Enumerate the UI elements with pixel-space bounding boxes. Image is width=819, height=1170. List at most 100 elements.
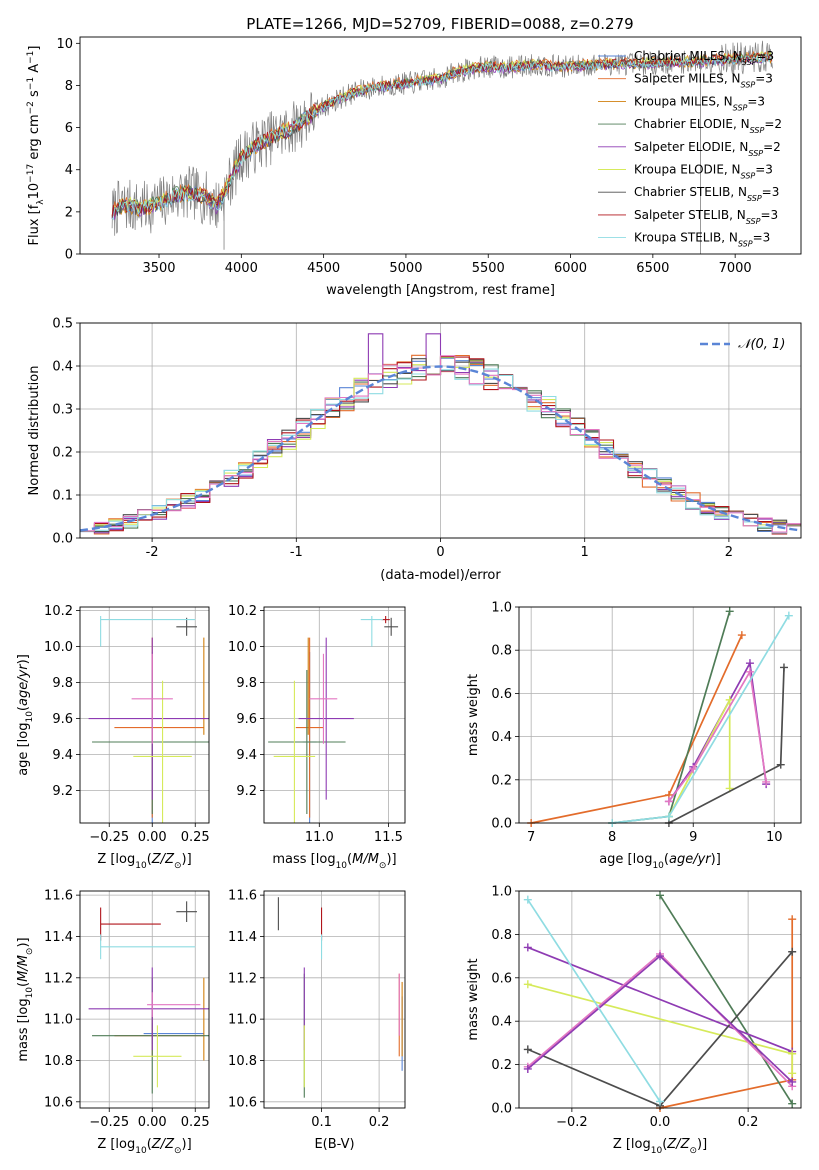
chart-age-vs-mass: 11.0 11.5 9.2 9.4 9.6 9.8 10.0 10.2 mass [log10(… xyxy=(228,604,406,871)
x-tick-label: 2 xyxy=(725,545,733,560)
mass-weight-marker xyxy=(762,777,771,786)
mass-weight-marker xyxy=(656,952,664,961)
axes-frame xyxy=(518,890,802,1109)
y-tick-label: 0.0 xyxy=(491,817,512,832)
legend-label: Kroupa STELIB, NSSP=3 xyxy=(634,231,770,249)
y-tick-label: 11.4 xyxy=(228,930,257,945)
x-tick-label: −0.2 xyxy=(556,1115,588,1130)
y-tick-label: 0.8 xyxy=(491,928,512,943)
mass-weight-marker xyxy=(523,1064,532,1073)
x-tick-label: −0.25 xyxy=(89,1115,129,1130)
mass-weight-marker xyxy=(776,760,785,769)
x-tick-label: 6500 xyxy=(636,261,669,276)
x-axis-label: Z [log10(Z/Z⊙)] xyxy=(97,852,191,871)
y-tick-label: 9.2 xyxy=(236,784,257,799)
axes-frame xyxy=(518,606,802,824)
y-tick-label: 0.6 xyxy=(491,971,512,986)
histogram-step xyxy=(80,333,801,534)
y-tick-label: 10.6 xyxy=(44,1095,73,1110)
y-axis-label: mass weight xyxy=(466,674,481,756)
x-axis-label: age [log10(age/yr)] xyxy=(599,852,721,871)
legend-label: Chabrier STELIB, NSSP=3 xyxy=(634,185,779,203)
mass-weight-marker xyxy=(656,1097,664,1106)
x-axis-label: mass [log10(M/M⊙)] xyxy=(272,852,396,871)
axes-frame xyxy=(263,890,406,1109)
x-tick-label: 8 xyxy=(608,830,616,845)
x-tick-label: 9 xyxy=(689,830,697,845)
y-tick-label: 0.2 xyxy=(491,1058,512,1073)
legend-label: Kroupa MILES, NSSP=3 xyxy=(634,94,765,112)
y-axis-label: age [log10(age/yr)] xyxy=(16,654,35,776)
x-tick-label: 5000 xyxy=(389,261,422,276)
legend-label: 𝒩(0, 1) xyxy=(738,337,785,352)
legend-label: Salpeter ELODIE, NSSP=2 xyxy=(634,140,781,158)
y-tick-label: 0.0 xyxy=(491,1102,512,1117)
y-tick-label: 9.8 xyxy=(236,676,257,691)
x-tick-label: 0.25 xyxy=(181,830,210,845)
mass-weight-marker xyxy=(788,1049,797,1058)
y-tick-label: 9.6 xyxy=(52,712,73,727)
mass-weight-marker xyxy=(656,891,664,900)
mass-weight-line xyxy=(527,899,661,1102)
y-tick-label: 0.8 xyxy=(491,644,512,659)
y-tick-label: 11.4 xyxy=(44,930,73,945)
y-tick-label: 9.4 xyxy=(236,748,257,763)
y-tick-label: 10.0 xyxy=(228,640,257,655)
x-tick-label: 10 xyxy=(766,830,783,845)
x-tick-label: 4500 xyxy=(307,261,340,276)
mass-weight-marker xyxy=(664,797,673,806)
mass-weight-marker xyxy=(788,1069,797,1078)
mass-weight-marker xyxy=(664,812,673,821)
y-tick-label: 11.6 xyxy=(44,889,73,904)
legend-label: Salpeter MILES, NSSP=3 xyxy=(634,72,773,90)
mass-weight-line xyxy=(527,946,793,1053)
x-tick-label: -1 xyxy=(290,545,303,560)
y-tick-label: 10 xyxy=(56,37,73,52)
y-tick-label: 4 xyxy=(65,163,73,178)
mass-weight-line xyxy=(659,894,793,1105)
legend-label: Chabrier ELODIE, NSSP=2 xyxy=(634,117,782,135)
x-axis-label: Z [log10(Z/Z⊙)] xyxy=(97,1137,191,1156)
axes-frame xyxy=(79,606,210,824)
axes-frame xyxy=(79,36,802,255)
mass-weight-marker xyxy=(523,1045,532,1054)
y-axis-label: Normed distribution xyxy=(27,366,42,496)
spectrum-title: PLATE=1266, MJD=52709, FIBERID=0088, z=0… xyxy=(246,15,633,33)
axes-frame xyxy=(263,606,406,824)
x-axis-label: (data-model)/error xyxy=(380,568,501,583)
legend-label: Salpeter STELIB, NSSP=3 xyxy=(634,208,778,226)
x-tick-label: 0 xyxy=(436,545,444,560)
y-tick-label: 10.0 xyxy=(44,640,73,655)
x-tick-label: -2 xyxy=(146,545,159,560)
chart-age-vs-Z: −0.25 0.00 0.25 9.2 9.4 9.6 9.8 10.0 10.2 Z [log1… xyxy=(16,604,210,871)
x-tick-label: 0.00 xyxy=(138,1115,167,1130)
y-axis-label: mass [log10(M/M⊙)] xyxy=(16,937,35,1061)
y-tick-label: 1.0 xyxy=(491,885,512,900)
y-tick-label: 11.2 xyxy=(228,971,257,986)
x-tick-label: 4000 xyxy=(225,261,258,276)
y-tick-label: 0.3 xyxy=(52,403,73,418)
mass-weight-marker xyxy=(745,667,754,676)
y-tick-label: 11.0 xyxy=(228,1013,257,1028)
y-tick-label: 6 xyxy=(65,121,73,136)
y-tick-label: 0.6 xyxy=(491,687,512,702)
mass-weight-marker xyxy=(788,915,797,924)
mass-weight-marker xyxy=(523,943,532,952)
mass-weight-marker xyxy=(725,695,734,704)
chart-residuals: -2 -1 0 1 2 0.0 0.1 0.2 0.3 0.4 0.5 𝒩(0, 1) (data-mo… xyxy=(27,317,802,583)
chart-mass-vs-Z: −0.25 0.00 0.25 10.6 10.8 11.0 11.2 11.4 11.6 Z [… xyxy=(16,889,210,1156)
x-tick-label: 0.0 xyxy=(650,1115,671,1130)
x-tick-label: 5500 xyxy=(472,261,505,276)
chart-spectrum: 3500 4000 4500 5000 5500 6000 6500 7000 0 2 4 6 8 10 w… xyxy=(26,36,802,298)
y-tick-label: 10.2 xyxy=(228,604,257,619)
y-tick-label: 1.0 xyxy=(491,601,512,616)
x-tick-label: 0.2 xyxy=(738,1115,759,1130)
x-tick-label: 1 xyxy=(581,545,589,560)
y-tick-label: 9.6 xyxy=(236,712,257,727)
legend-label: Chabrier MILES, NSSP=3 xyxy=(634,49,774,67)
y-tick-label: 10.6 xyxy=(228,1095,257,1110)
x-tick-label: 7 xyxy=(527,830,535,845)
chart-mass-weight-vs-Z: −0.2 0.0 0.2 0.0 0.2 0.4 0.6 0.8 1.0 Z [log10(Z/Z… xyxy=(466,885,802,1156)
y-tick-label: 8 xyxy=(65,79,73,94)
